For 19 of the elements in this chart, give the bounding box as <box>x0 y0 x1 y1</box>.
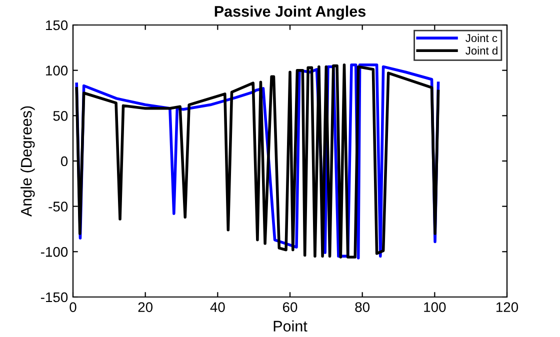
x-tick-label: 40 <box>210 302 225 312</box>
y-tick-label: 0 <box>60 156 68 166</box>
x-tick-label: 80 <box>355 302 370 312</box>
y-tick-label: 150 <box>46 20 68 30</box>
x-tick-label: 60 <box>282 302 298 312</box>
x-tick-label: 100 <box>424 302 446 312</box>
x-axis-title: Point <box>274 320 308 332</box>
y-tick-label: -100 <box>40 247 68 257</box>
chart-title: Passive Joint Angles <box>214 6 366 20</box>
y-tick-label: 100 <box>46 66 68 76</box>
y-tick-label: -150 <box>40 292 68 302</box>
x-tick-label: 20 <box>138 302 153 312</box>
y-axis-title: Angle (Degrees) <box>20 106 35 217</box>
legend-label: Joint d <box>466 46 498 55</box>
legend-label: Joint c <box>466 34 498 42</box>
x-tick-label: 120 <box>496 302 518 312</box>
x-tick-label: 0 <box>70 302 76 312</box>
y-tick-label: -50 <box>48 202 68 212</box>
y-tick-label: 50 <box>53 111 68 121</box>
